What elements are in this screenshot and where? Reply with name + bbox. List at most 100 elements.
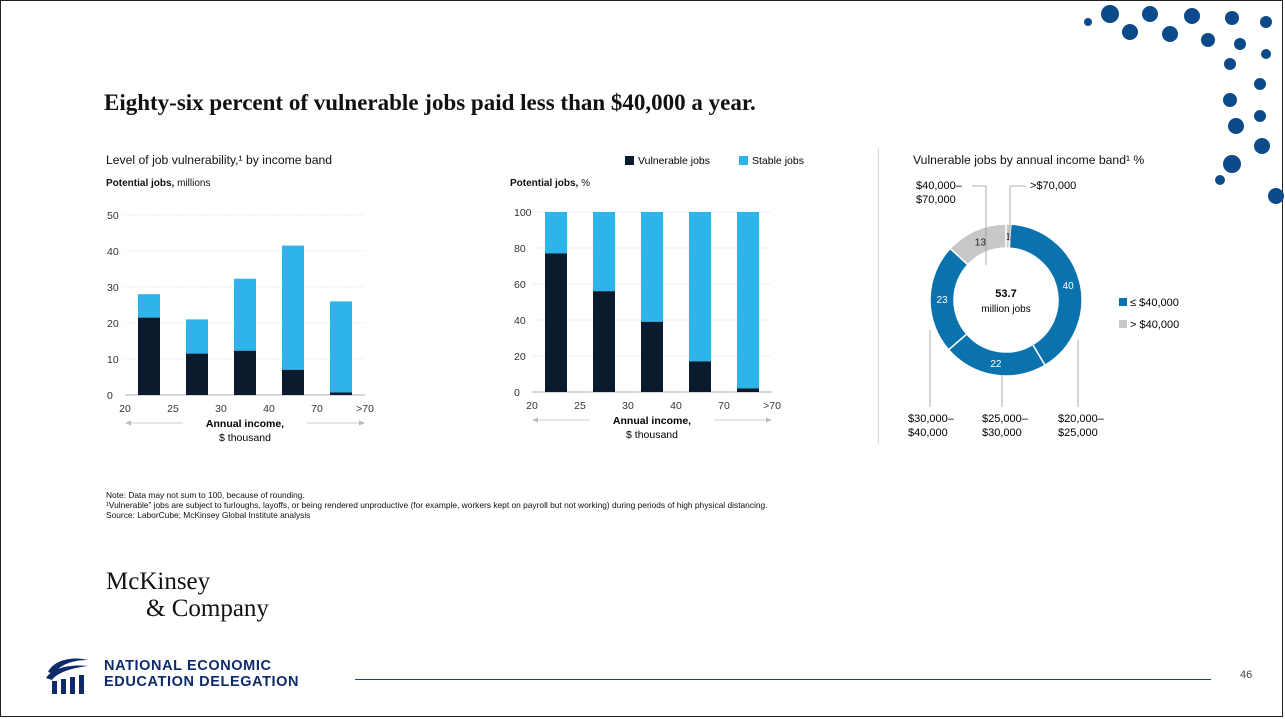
- note-line: Note: Data may not sum to 100, because o…: [106, 490, 305, 500]
- donut-center-value: 53.7: [995, 288, 1016, 300]
- bar-vulnerable: [330, 392, 352, 395]
- mckinsey-line1: McKinsey: [106, 568, 211, 595]
- xtick-label: 25: [574, 400, 586, 412]
- ytick-label: 10: [107, 354, 119, 366]
- callout-d-line2: $30,000: [982, 427, 1022, 439]
- chart2-ylabel: Potential jobs, %: [510, 178, 590, 189]
- dot-11: [1224, 58, 1236, 70]
- xlabel-line1: Annual income,: [206, 418, 284, 430]
- dot-9: [1234, 38, 1246, 50]
- callout-c-line2: $40,000: [908, 427, 948, 439]
- callout-e-line1: $20,000–: [1058, 413, 1105, 425]
- dot-10: [1261, 49, 1271, 59]
- chart1-ylabel-rest: millions: [174, 178, 211, 189]
- bar-stable: [138, 294, 160, 318]
- legend-swatch-stable: [739, 156, 748, 165]
- arrow-right-icon: [766, 417, 772, 423]
- dot-12: [1254, 78, 1266, 90]
- ytick-label: 60: [514, 279, 526, 291]
- bar-vulnerable: [641, 321, 663, 392]
- xlabel-line2: $ thousand: [626, 429, 678, 441]
- callout-line-a: [972, 185, 987, 265]
- xtick-label: 30: [215, 403, 227, 415]
- dot-2: [1184, 8, 1200, 24]
- callout-a-line2: $70,000: [916, 194, 956, 206]
- dot-pattern: [1084, 5, 1284, 204]
- bar-vulnerable: [689, 361, 711, 392]
- xtick-label: >70: [763, 400, 781, 412]
- chart3-title: Vulnerable jobs by annual income band¹ %: [913, 153, 1145, 167]
- chart2-svg: 0 20 40 60 80 100 20 25 30 40 70 >70 Annual income, $…: [514, 207, 781, 441]
- footer-rule: [355, 679, 1211, 680]
- footnotes: Note: Data may not sum to 100, because o…: [106, 490, 768, 520]
- donut-slice-label: 13: [975, 237, 987, 248]
- note-vulnerable-definition: ¹Vulnerable” jobs are subject to furloug…: [106, 500, 768, 510]
- chart2-legend: Vulnerable jobs Stable jobs: [625, 155, 804, 167]
- xtick-label: 20: [526, 400, 538, 412]
- xlabel-line1: Annual income,: [613, 415, 691, 427]
- callout-b-line1: >$70,000: [1030, 180, 1076, 192]
- dot-13: [1223, 93, 1237, 107]
- chart-divider: [878, 148, 879, 444]
- bar-vulnerable: [593, 291, 615, 392]
- ned-emblem-icon: [46, 658, 88, 694]
- ytick-label: 0: [514, 387, 520, 399]
- bar-stable: [330, 301, 352, 393]
- arrow-left-icon: [125, 420, 131, 426]
- xtick-label: 40: [263, 403, 275, 415]
- dot-15: [1228, 118, 1244, 134]
- ytick-label: 50: [107, 210, 119, 222]
- callout-line-b: [1009, 185, 1026, 241]
- bar-stable: [737, 212, 759, 389]
- donut-legend-gt40: > $40,000: [1130, 319, 1179, 331]
- donut-slice-label: 40: [1063, 281, 1075, 292]
- donut-slice: [1008, 223, 1083, 367]
- chart2-ylabel-rest: %: [578, 178, 591, 189]
- dot-3: [1225, 11, 1239, 25]
- dot-0: [1101, 5, 1119, 23]
- bar-vulnerable: [234, 350, 256, 395]
- chart1-svg: 0 10 20 30 40 50 20 25 30 40 70 >70 Annual income, $ …: [107, 210, 374, 444]
- ytick-label: 40: [107, 246, 119, 258]
- mckinsey-line2: & Company: [146, 595, 269, 622]
- bar-vulnerable: [282, 369, 304, 395]
- dot-17: [1223, 155, 1241, 173]
- dot-6: [1122, 24, 1138, 40]
- bar-vulnerable: [138, 317, 160, 395]
- callout-c-line1: $30,000–: [908, 413, 955, 425]
- decorative-dots: [1084, 5, 1284, 204]
- dot-16: [1254, 138, 1270, 154]
- bar-stable: [282, 245, 304, 370]
- bar-stable: [689, 212, 711, 362]
- dot-8: [1201, 33, 1215, 47]
- ytick-label: 80: [514, 243, 526, 255]
- xtick-label: 25: [167, 403, 179, 415]
- ned-wordmark: NATIONAL ECONOMIC EDUCATION DELEGATION: [104, 658, 299, 690]
- chart1-title: Level of job vulnerability,¹ by income b…: [106, 153, 333, 167]
- ytick-label: 100: [514, 207, 532, 219]
- note-source: Source: LaborCube; McKinsey Global Insti…: [106, 510, 311, 520]
- callout-e-line2: $25,000: [1058, 427, 1098, 439]
- donut-legend-le40: ≤ $40,000: [1130, 297, 1179, 309]
- bar-stable: [593, 212, 615, 292]
- chart3-svg: 1 40 22 23 13 53.7 million jobs $40,000– $70…: [908, 180, 1179, 439]
- donut-slice: [949, 223, 1007, 266]
- ned-line1: NATIONAL ECONOMIC: [104, 658, 272, 674]
- bar-stable: [186, 319, 208, 354]
- dot-5: [1084, 18, 1092, 26]
- dot-19: [1215, 175, 1225, 185]
- mckinsey-logo: McKinsey & Company: [106, 568, 269, 622]
- slide-title: Eighty-six percent of vulnerable jobs pa…: [104, 90, 756, 115]
- xlabel-line2: $ thousand: [219, 432, 271, 444]
- dot-18: [1268, 188, 1284, 204]
- callout-d-line1: $25,000–: [982, 413, 1029, 425]
- donut-legend-swatch-le40: [1119, 298, 1127, 306]
- page-number: 46: [1240, 669, 1253, 681]
- donut: 1 40 22 23 13: [929, 223, 1083, 377]
- xtick-label: >70: [356, 403, 374, 415]
- bar-stable: [641, 212, 663, 322]
- dot-1: [1142, 6, 1158, 22]
- arrow-left-icon: [532, 417, 538, 423]
- xtick-label: 70: [718, 400, 730, 412]
- dot-7: [1162, 26, 1178, 42]
